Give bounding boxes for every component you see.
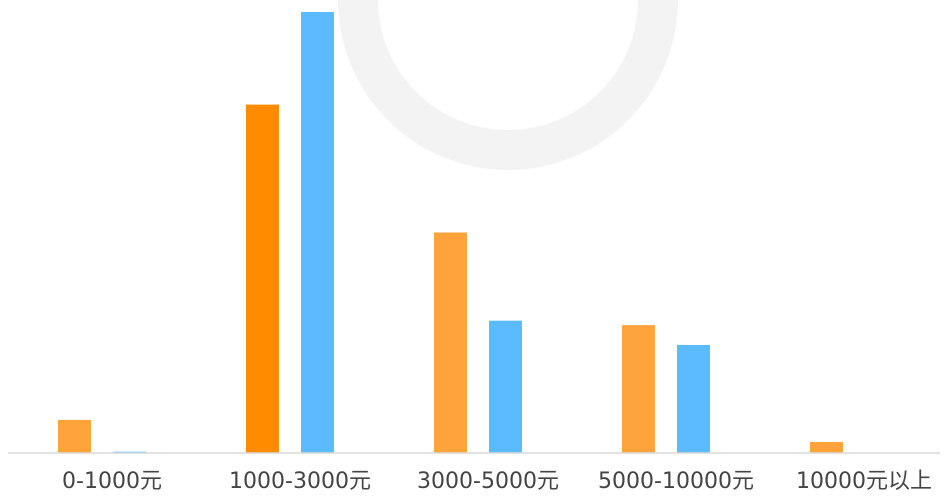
bar-series2-3: [677, 344, 710, 453]
watermark-ring: [338, 0, 678, 170]
x-tick-label: 1000-3000元: [229, 469, 371, 494]
watermark-logo: [338, 0, 678, 170]
bar-series1-2: [434, 232, 467, 453]
bar-series1-3: [622, 325, 655, 453]
x-tick-label: 10000元以上: [796, 469, 932, 494]
x-tick-labels: 0-1000元 1000-3000元 3000-5000元 5000-10000元 10…: [62, 469, 932, 494]
bar-series2-1: [301, 12, 334, 453]
bar-series1-0: [58, 419, 91, 453]
x-tick-label: 0-1000元: [62, 469, 162, 494]
x-tick-label: 5000-10000元: [598, 469, 754, 494]
bar-series1-1: [246, 104, 279, 454]
x-tick-label: 3000-5000元: [417, 469, 559, 494]
bar-series1-4: [810, 441, 843, 453]
bars-layer: [58, 12, 843, 454]
bar-series2-2: [489, 320, 522, 453]
